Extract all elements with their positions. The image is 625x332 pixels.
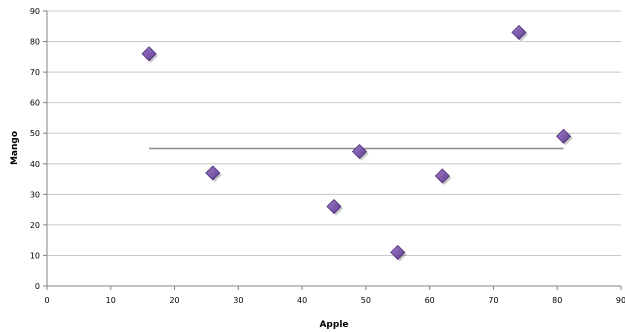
data-point [434,168,452,185]
data-points [141,24,573,262]
y-tick-label: 70 [30,68,40,77]
y-axis-title: Mango [10,131,20,165]
x-tick-label: 80 [552,296,562,305]
y-tick-label: 20 [30,221,40,230]
data-point [205,165,222,182]
gridlines [47,10,621,256]
x-tick-label: 40 [297,296,307,305]
y-tick-label: 80 [30,38,40,47]
x-tick-label: 0 [44,296,49,305]
x-tick-label: 70 [488,296,498,305]
diamond-marker [205,165,221,181]
diamond-marker [556,128,572,144]
data-point [511,24,528,42]
axes [43,10,622,290]
x-axis-title: Apple [319,320,348,330]
y-tick-label: 40 [30,160,40,169]
data-point [141,46,159,63]
x-tick-label: 60 [425,296,435,305]
y-tick-label: 0 [35,282,40,291]
data-point [556,128,573,146]
diamond-marker [434,168,450,184]
diamond-marker [390,244,406,260]
y-tick-label: 50 [30,129,40,138]
y-tick-labels: 0 10 20 30 40 50 60 70 80 90 [30,7,40,291]
x-tick-labels: 0 10 20 30 40 50 60 70 80 90 [44,296,625,305]
diamond-marker [141,46,157,62]
y-tick-label: 90 [30,7,40,16]
x-tick-label: 50 [361,296,371,305]
x-tick-label: 30 [233,296,243,305]
x-tick-label: 10 [106,296,116,305]
data-point [390,244,407,262]
y-tick-label: 60 [30,99,40,108]
x-tick-label: 90 [616,296,625,305]
data-point [351,143,369,161]
y-tick-label: 30 [30,190,40,199]
diamond-marker [326,198,342,215]
x-tick-label: 20 [169,296,179,305]
y-tick-label: 10 [30,251,40,260]
data-point [326,198,343,216]
diamond-marker [351,143,368,160]
diamond-marker [511,24,527,40]
